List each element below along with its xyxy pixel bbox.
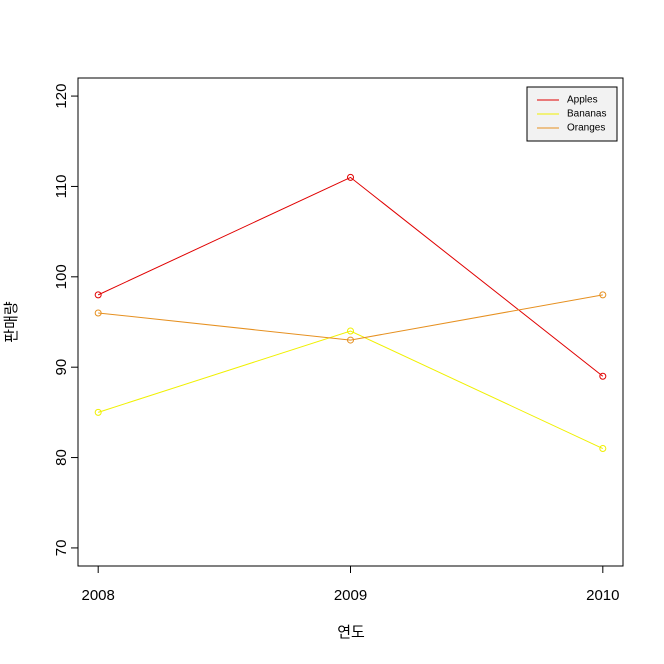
x-tick-label: 2009 <box>334 587 367 604</box>
series-line <box>98 294 603 341</box>
point <box>94 309 102 317</box>
plot-box <box>77 77 624 567</box>
y-tick-label: 120 <box>53 84 70 109</box>
y-axis-label: 판매량 <box>3 301 20 343</box>
point <box>599 372 607 380</box>
legend-label: Apples <box>567 95 598 106</box>
legend-label: Oranges <box>567 123 605 134</box>
y-tick-label: 90 <box>53 359 70 376</box>
y-tick-label: 100 <box>53 264 70 289</box>
y-tick-label: 110 <box>53 174 70 198</box>
point <box>347 336 354 344</box>
point <box>94 408 102 416</box>
point <box>599 445 607 453</box>
x-tick-label: 2010 <box>586 587 619 604</box>
series-line <box>97 176 604 377</box>
point <box>599 291 607 299</box>
x-axis-label: 연도 <box>337 624 365 641</box>
point <box>94 291 102 299</box>
point <box>347 327 354 335</box>
legend-label: Bananas <box>567 109 606 120</box>
y-tick-label: 70 <box>53 540 70 557</box>
y-tick-label: 80 <box>53 449 70 466</box>
point <box>347 173 354 181</box>
x-tick-label: 2008 <box>81 587 114 604</box>
series-line <box>98 330 604 449</box>
